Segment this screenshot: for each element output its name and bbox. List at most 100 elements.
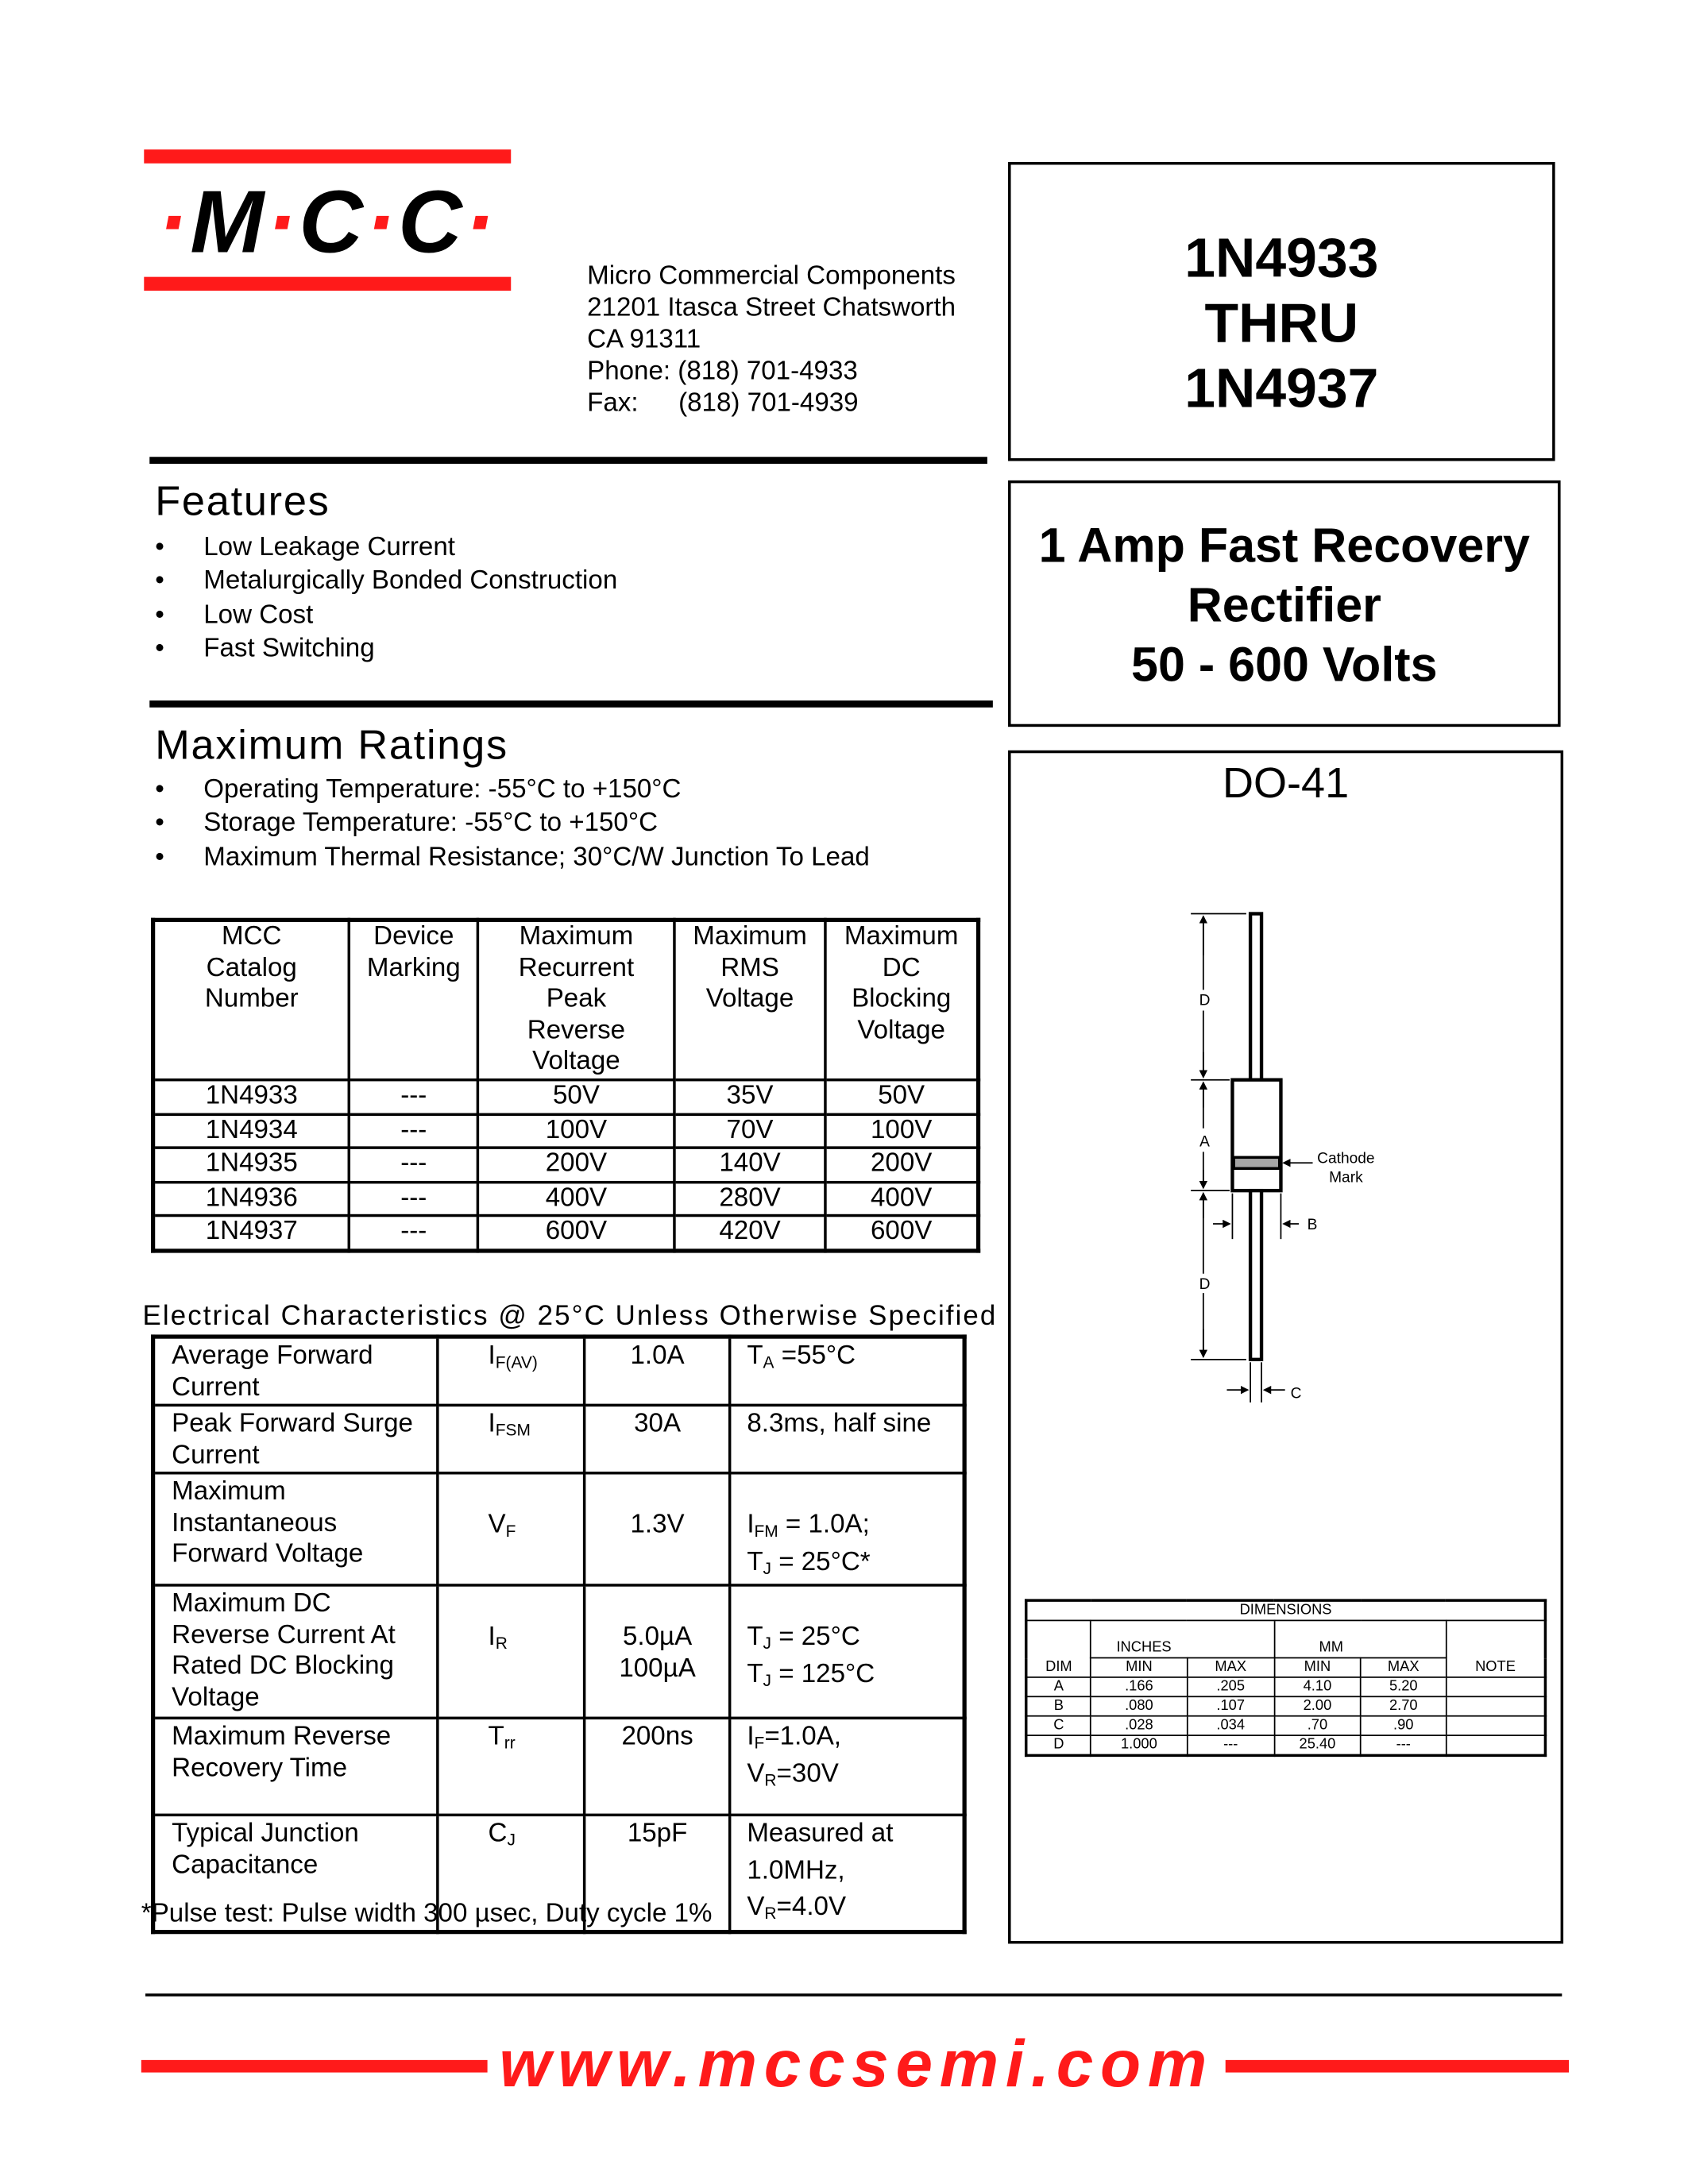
dimension-lines [1191,913,1313,1403]
cathode-band [1232,1156,1281,1171]
footnote: *Pulse test: Pulse width 300 µsec, Duty … [141,1899,713,1929]
max-ratings-list: Operating Temperature: -55°C to +150°C S… [155,774,870,875]
mm-header: MM [1273,1619,1447,1659]
dimension-cell: --- [1360,1734,1447,1757]
package-name: DO-41 [1222,758,1350,808]
features-title: Features [155,479,330,525]
dimension-cell: .028 [1090,1715,1188,1736]
symbol: IF(AV) [435,1335,586,1407]
dimension-cell: 5.20 [1360,1677,1447,1698]
value: 1.3V [583,1472,732,1587]
dimension-cell: 1.000 [1090,1734,1188,1757]
footer-bar-left [141,2059,488,2073]
parameter: Maximum Reverse Recovery Time [151,1716,438,1817]
min-header: MIN [1273,1657,1362,1678]
condition: TJ = 25°C TJ = 125°C [728,1584,966,1720]
dimension-cell [1445,1677,1547,1698]
header-rms-voltage: Maximum RMS Voltage [673,918,827,1082]
table-row: 1N4936 --- 400V 280V 400V [151,1180,980,1217]
table-cell: 400V [823,1180,980,1217]
logo-bar-top [144,149,512,164]
symbol: IR [435,1584,586,1720]
min-header: MIN [1090,1657,1188,1678]
dimensions-title: DIMENSIONS [1025,1599,1547,1622]
rating-item: Storage Temperature: -55°C to +150°C [155,808,870,842]
dimension-cell: --- [1186,1734,1275,1757]
condition: Measured at 1.0MHz, VR=4.0V [728,1813,966,1933]
dimension-row: C .028.034.70.90 [1025,1715,1547,1736]
mcc-logo: ·M·C·C· [157,172,497,272]
part-number-end: 1N4937 [1184,358,1379,420]
parameter: Maximum DC Reverse Current At Rated DC Blo… [151,1584,438,1720]
description-line: 50 - 600 Volts [1131,638,1438,693]
electrical-title: Electrical Characteristics @ 25°C Unless… [142,1301,998,1332]
note-header: NOTE [1445,1619,1547,1678]
table-cell: --- [348,1112,480,1149]
table-cell: 35V [673,1078,827,1116]
diode-body [1230,1078,1283,1193]
website-link[interactable]: www.mccsemi.com [499,2028,1214,2102]
footer-divider [145,1993,1562,1996]
dimension-cell: 4.10 [1273,1677,1362,1698]
electrical-row: Average Forward Current IF(AV) 1.0A TA =55°C [151,1335,966,1407]
symbol: Trr [435,1716,586,1817]
dimension-cell: .107 [1186,1696,1275,1717]
parameter: Maximum Instantaneous Forward Voltage [151,1472,438,1587]
electrical-table: Average Forward Current IF(AV) 1.0A TA =55°C… [151,1334,967,1934]
lead-top [1248,912,1264,1082]
dimension-cell: C [1025,1715,1092,1736]
symbol: CJ [435,1813,586,1933]
company-city: CA 91311 [587,325,701,355]
value: 1.0A [583,1335,732,1407]
symbol: VF [435,1472,586,1587]
dimension-cell [1445,1734,1547,1757]
parameter: Peak Forward Surge Current [151,1403,438,1475]
dimension-cell [1445,1696,1547,1717]
inches-header: INCHES [1090,1619,1275,1659]
cathode-mark-label: Mark [1329,1170,1363,1187]
dimension-cell: .90 [1360,1715,1447,1736]
description-box: 1 Amp Fast Recovery Rectifier 50 - 600 V… [1008,480,1561,727]
table-cell: 200V [476,1146,677,1183]
feature-item: Fast Switching [155,632,617,666]
footer-bar-right [1225,2059,1570,2073]
condition: IFM = 1.0A; TJ = 25°C* [728,1472,966,1587]
ratings-table: MCC Catalog Number Device Marking Maximum Re… [151,917,981,1252]
table-cell: 1N4937 [151,1214,351,1252]
cathode-mark-label: Cathode [1317,1150,1374,1167]
table-cell: 600V [823,1214,980,1252]
table-cell: 50V [823,1078,980,1116]
company-name: Micro Commercial Components [587,261,956,291]
dimension-row: D 1.000 --- 25.40 --- [1025,1734,1547,1757]
rating-item: Operating Temperature: -55°C to +150°C [155,774,870,808]
table-cell: --- [348,1214,480,1252]
feature-item: Low Cost [155,599,617,633]
table-cell: 1N4936 [151,1180,351,1217]
dimension-cell: .205 [1186,1677,1275,1698]
value: 200ns [583,1716,732,1817]
dimension-cell [1445,1715,1547,1736]
dim-label-a: A [1199,1133,1210,1150]
feature-item: Metalurgically Bonded Construction [155,565,617,600]
feature-item: Low Leakage Current [155,531,617,565]
table-cell: 50V [476,1078,677,1116]
dimension-row: A .166.205 4.10 5.20 [1025,1677,1547,1698]
lead-bottom [1248,1188,1264,1362]
table-cell: 70V [673,1112,827,1149]
dimension-cell: D [1025,1734,1092,1757]
part-number-start: 1N4933 [1184,228,1379,290]
table-row: 1N4933 --- 50V 35V 50V [151,1078,980,1116]
dimensions-table: DIMENSIONS DIM INCHES MM NOTE MIN MAX MI… [1024,1599,1547,1758]
dimension-cell: B [1025,1696,1092,1717]
header-dc-blocking-voltage: Maximum DC Blocking Voltage [823,918,980,1082]
dimension-cell: 2.00 [1273,1696,1362,1717]
dim-label-c: C [1291,1386,1302,1403]
parameter: Average Forward Current [151,1335,438,1407]
value: 5.0µA 100µA [583,1584,732,1720]
symbol: IFSM [435,1403,586,1475]
divider [149,457,987,464]
table-cell: 400V [476,1180,677,1217]
header-catalog-number: MCC Catalog Number [151,918,351,1082]
features-list: Low Leakage Current Metalurgically Bonde… [155,531,617,666]
